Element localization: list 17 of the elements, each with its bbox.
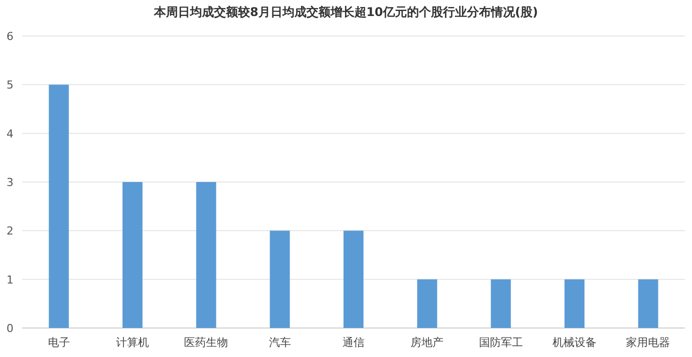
y-tick-label: 0 xyxy=(6,322,14,335)
x-tick-label: 电子 xyxy=(48,336,70,349)
x-tick-label: 国防军工 xyxy=(478,336,523,349)
y-tick-label: 1 xyxy=(6,273,14,286)
x-tick-label: 医药生物 xyxy=(184,336,228,349)
x-tick-label: 房地产 xyxy=(410,336,444,349)
y-tick-label: 4 xyxy=(6,127,14,140)
title: 本周日均成交额较8月日均成交额增长超10亿元的个股行业分布情况(股) xyxy=(154,5,538,19)
y-tick-label: 6 xyxy=(6,30,14,43)
x-tick-label: 机械设备 xyxy=(552,336,596,349)
x-tick-label: 汽车 xyxy=(268,336,291,349)
x-tick-label: 家用电器 xyxy=(626,336,670,349)
x-tick-label: 通信 xyxy=(342,336,364,349)
y-tick-label: 5 xyxy=(6,78,14,92)
x-tick-label: 计算机 xyxy=(116,336,149,349)
y-tick-label: 2 xyxy=(6,224,14,238)
y-tick-label: 3 xyxy=(6,176,14,189)
